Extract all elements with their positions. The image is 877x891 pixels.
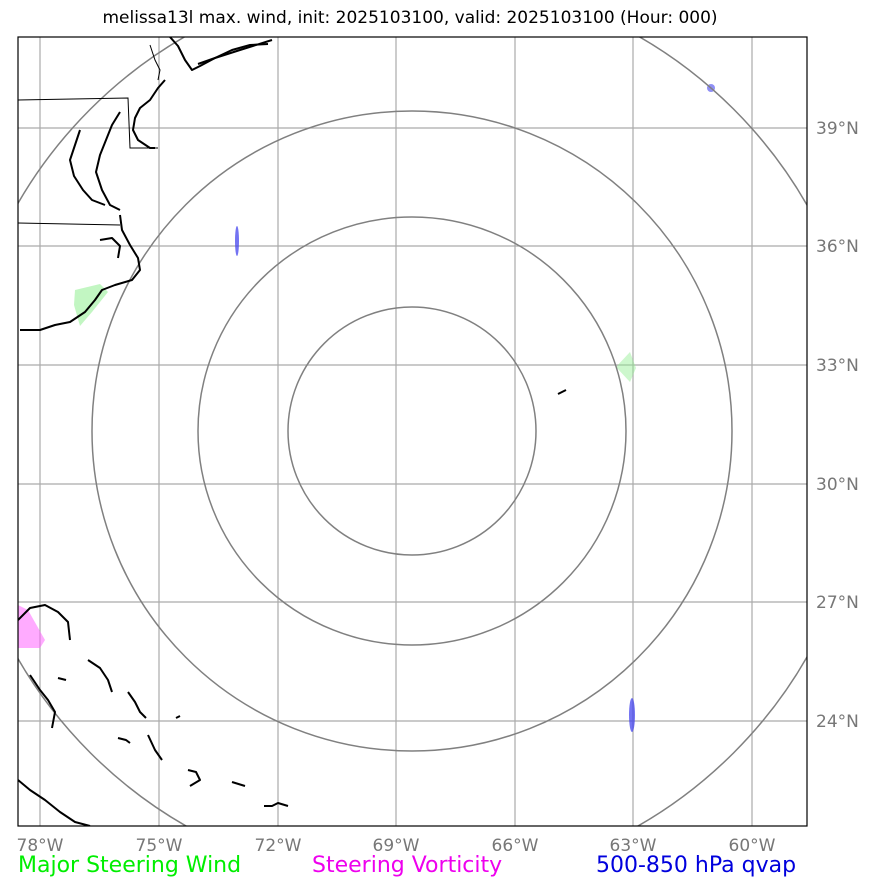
- range-ring-3: [91, 110, 733, 752]
- lon-tick-label: 66°W: [492, 836, 539, 856]
- lon-tick-label: 69°W: [373, 836, 420, 856]
- bahamas-island: [18, 604, 71, 641]
- longitude-labels: 78°W 75°W 72°W 69°W 66°W 63°W 60°W: [17, 836, 776, 856]
- lat-tick-label: 33°N: [816, 356, 859, 376]
- legend-steering-wind: Major Steering Wind: [18, 853, 242, 878]
- lon-tick-label: 78°W: [17, 836, 64, 856]
- lat-tick-label: 39°N: [816, 119, 859, 139]
- bahamas-island: [87, 659, 113, 693]
- steering-vorticity-area: [18, 605, 45, 648]
- lon-tick-label: 72°W: [255, 836, 302, 856]
- lon-tick-label: 75°W: [136, 836, 183, 856]
- lon-tick-label: 60°W: [729, 836, 776, 856]
- qvap-area: [629, 698, 635, 732]
- coastlines: [18, 37, 567, 826]
- range-ring-2: [197, 216, 627, 646]
- bahamas-island: [57, 677, 67, 681]
- latitude-labels: 39°N 36°N 33°N 30°N 27°N 24°N: [816, 119, 859, 732]
- map-frame: [17, 36, 808, 827]
- bahamas-island: [264, 802, 289, 807]
- lat-tick-label: 30°N: [816, 475, 859, 495]
- long-island: [197, 39, 273, 65]
- north-carolina-coast: [20, 214, 141, 331]
- lat-tick-label: 27°N: [816, 593, 859, 613]
- range-ring-inner: [287, 306, 537, 556]
- new-england-coast: [169, 37, 269, 71]
- bahamas-island: [117, 737, 131, 744]
- bahamas-island: [231, 781, 246, 787]
- legend-qvap: 500-850 hPa qvap: [596, 853, 797, 878]
- outer-banks: [99, 237, 121, 259]
- bahamas-island: [127, 691, 147, 719]
- chesapeake: [69, 129, 106, 206]
- bahamas-island: [147, 734, 163, 761]
- cuba-coast: [18, 779, 91, 826]
- lat-tick-label: 36°N: [816, 237, 859, 257]
- lon-tick-label: 63°W: [610, 836, 657, 856]
- delmarva-coast: [95, 111, 121, 211]
- bermuda: [557, 389, 567, 395]
- bahamas-island: [175, 715, 181, 719]
- chart-title: melissa13l max. wind, init: 2025103100, …: [102, 8, 718, 28]
- bahamas-island: [29, 674, 56, 729]
- qvap-area: [235, 226, 239, 256]
- state-borders: [18, 44, 161, 226]
- bahamas-island: [187, 769, 201, 787]
- gridlines: [18, 37, 807, 826]
- steering-wind-area: [616, 352, 636, 382]
- legend-steering-vorticity: Steering Vorticity: [312, 853, 503, 878]
- new-jersey-coast: [132, 79, 166, 149]
- lat-tick-label: 24°N: [816, 712, 859, 732]
